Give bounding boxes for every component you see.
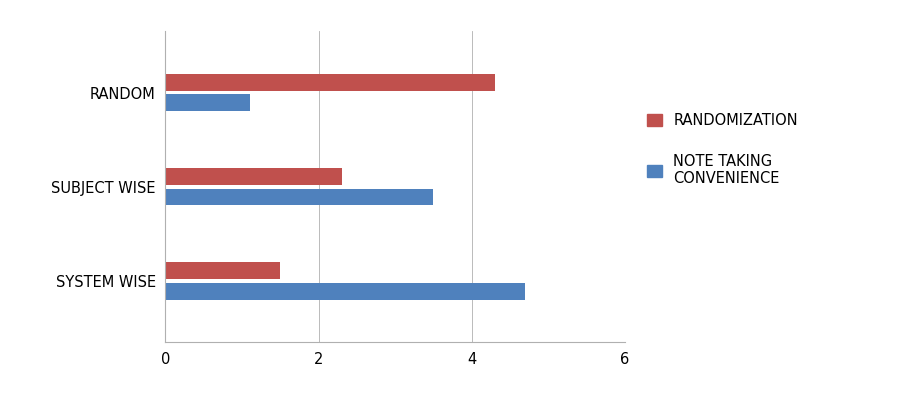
Bar	[165, 283, 526, 299]
Bar	[165, 168, 342, 185]
Bar	[165, 74, 494, 91]
Bar	[165, 262, 280, 279]
Bar	[165, 189, 434, 206]
Bar	[165, 94, 250, 111]
Legend: RANDOMIZATION, NOTE TAKING
CONVENIENCE: RANDOMIZATION, NOTE TAKING CONVENIENCE	[641, 107, 804, 192]
